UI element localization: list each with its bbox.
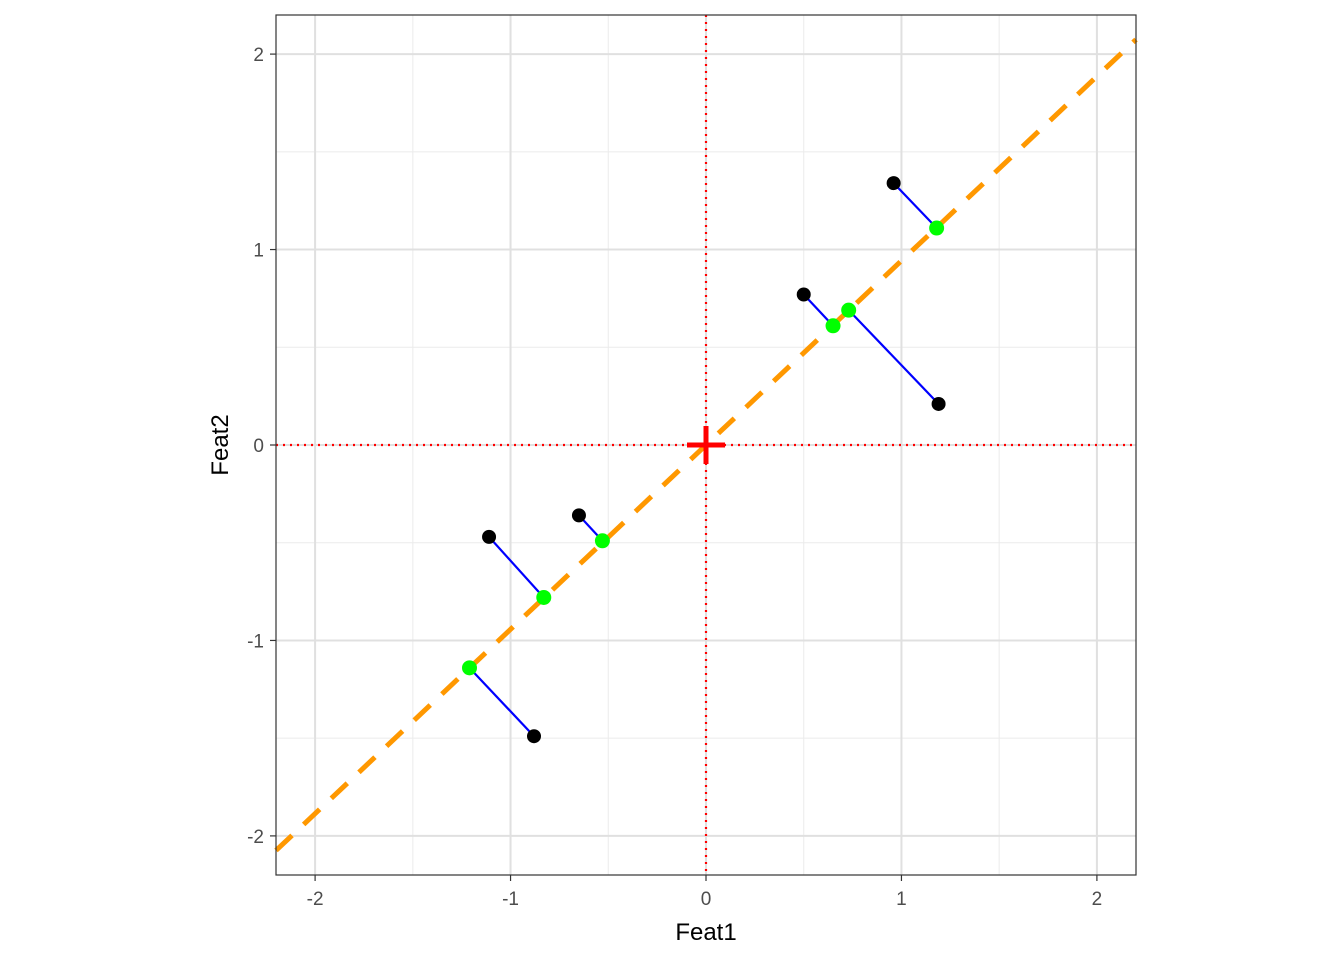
projected-point [841, 302, 857, 318]
y-tick-label: 0 [253, 436, 264, 457]
x-axis-title: Feat1 [675, 919, 736, 946]
x-tick-label: -2 [307, 889, 324, 910]
y-tick-label: -1 [247, 631, 264, 652]
projected-point [929, 220, 945, 236]
x-tick-label: 2 [1092, 889, 1103, 910]
projection-segment [847, 309, 940, 405]
data-point [886, 176, 901, 191]
projected-point [825, 318, 841, 334]
y-tick-label: 1 [253, 241, 264, 262]
projection-segment [488, 536, 545, 599]
projected-point [594, 533, 610, 549]
projected-points [462, 220, 945, 676]
projected-point [536, 589, 552, 605]
projected-point [462, 660, 477, 676]
center-marker-layer [687, 426, 725, 464]
y-tick-label: -2 [247, 827, 264, 848]
projection-segment [892, 182, 938, 229]
projection-segment [468, 667, 535, 737]
x-tick-label: 0 [701, 889, 712, 910]
y-tick-label: 2 [253, 45, 264, 66]
data-points [482, 176, 946, 744]
data-point [931, 396, 946, 411]
data-point [527, 729, 541, 744]
data-point [571, 508, 586, 523]
x-tick-label: -1 [502, 889, 519, 910]
y-axis-title: Feat2 [207, 414, 234, 475]
x-axis-ticks: -2 -1 0 1 2 [307, 875, 1103, 910]
x-tick-label: 1 [896, 889, 907, 910]
y-axis-ticks: -2 -1 0 1 2 [247, 45, 276, 848]
data-point [482, 529, 497, 544]
data-point [796, 287, 811, 302]
